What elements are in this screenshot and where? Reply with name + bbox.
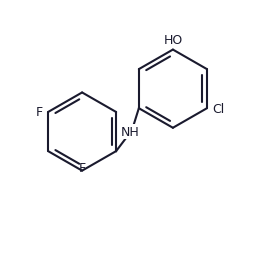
Text: HO: HO bbox=[163, 34, 182, 46]
Text: NH: NH bbox=[120, 125, 139, 138]
Text: F: F bbox=[36, 106, 43, 119]
Text: Cl: Cl bbox=[211, 102, 223, 115]
Text: F: F bbox=[78, 162, 85, 175]
